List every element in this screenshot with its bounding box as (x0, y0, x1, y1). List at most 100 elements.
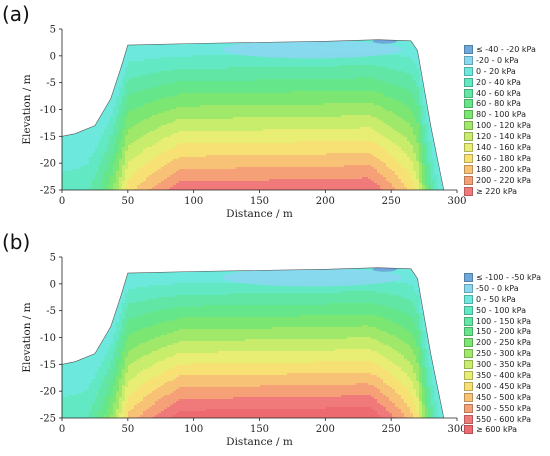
contour-cell (251, 103, 255, 106)
contour-cell (152, 109, 156, 112)
contour-cell (215, 125, 219, 128)
contour-cell (350, 119, 354, 122)
contour-cell (179, 99, 183, 102)
contour-cell (374, 87, 378, 90)
contour-cell (350, 149, 354, 152)
contour-cell (326, 149, 330, 152)
contour-cell (245, 113, 249, 116)
contour-cell (311, 71, 315, 74)
contour-cell (392, 59, 396, 62)
contour-cell (344, 67, 348, 70)
contour-cell (134, 75, 138, 78)
contour-cell (215, 69, 219, 72)
contour-cell (398, 123, 402, 126)
contour-cell (314, 115, 318, 118)
contour-cell (182, 105, 186, 108)
contour-cell (197, 59, 201, 62)
contour-cell (185, 85, 189, 88)
contour-cell (323, 91, 327, 94)
contour-cell (191, 151, 195, 154)
contour-cell (335, 89, 339, 92)
contour-cell (284, 97, 288, 100)
contour-cell (149, 111, 153, 114)
contour-cell (176, 97, 180, 100)
contour-cell (323, 67, 327, 70)
contour-cell (164, 91, 168, 94)
contour-cell (206, 91, 210, 94)
contour-cell (224, 61, 228, 64)
contour-cell (314, 151, 318, 154)
contour-cell (134, 129, 138, 132)
contour-cell (122, 93, 126, 96)
contour-cell (350, 59, 354, 62)
contour-cell (233, 137, 237, 140)
contour-cell (299, 109, 303, 112)
contour-cell (95, 147, 99, 150)
contour-cell (125, 151, 129, 154)
contour-cell (392, 93, 396, 96)
contour-cell (137, 75, 141, 78)
contour-cell (263, 73, 267, 76)
contour-cell (272, 109, 276, 112)
contour-cell (293, 79, 297, 82)
contour-cell (248, 91, 252, 94)
contour-cell (284, 115, 288, 118)
contour-cell (134, 95, 138, 98)
contour-cell (386, 143, 390, 146)
contour-cell (212, 127, 216, 130)
contour-cell (386, 65, 390, 68)
contour-cell (140, 89, 144, 92)
contour-cell (314, 113, 318, 116)
contour-cell (293, 67, 297, 70)
contour-cell (296, 151, 300, 154)
contour-cell (227, 101, 231, 104)
contour-cell (299, 125, 303, 128)
contour-cell (311, 133, 315, 136)
contour-cell (404, 113, 408, 116)
contour-cell (272, 69, 276, 72)
contour-cell (284, 95, 288, 98)
contour-cell (113, 117, 117, 120)
contour-cell (203, 113, 207, 116)
contour-cell (164, 107, 168, 110)
contour-cell (380, 87, 384, 90)
contour-cell (125, 73, 129, 76)
contour-cell (146, 67, 150, 70)
contour-cell (194, 99, 198, 102)
contour-cell (350, 103, 354, 106)
contour-cell (368, 79, 372, 82)
contour-cell (422, 137, 426, 140)
contour-cell (173, 59, 177, 62)
contour-cell (218, 79, 222, 82)
contour-cell (188, 63, 192, 66)
contour-cell (347, 119, 351, 122)
contour-cell (236, 121, 240, 124)
contour-cell (299, 139, 303, 142)
contour-cell (215, 135, 219, 138)
contour-cell (227, 81, 231, 84)
contour-cell (161, 59, 165, 62)
contour-cell (98, 151, 102, 154)
contour-cell (272, 91, 276, 94)
contour-cell (317, 149, 321, 152)
contour-cell (149, 81, 153, 84)
contour-cell (254, 97, 258, 100)
contour-cell (344, 117, 348, 120)
contour-cell (242, 139, 246, 142)
contour-cell (425, 147, 429, 150)
contour-cell (332, 145, 336, 148)
contour-cell (359, 139, 363, 142)
contour-cell (272, 149, 276, 152)
contour-cell (320, 85, 324, 88)
contour-cell (278, 105, 282, 108)
contour-cell (155, 93, 159, 96)
contour-cell (149, 73, 153, 76)
contour-cell (380, 67, 384, 70)
contour-cell (206, 63, 210, 66)
contour-cell (101, 141, 105, 144)
contour-cell (251, 55, 255, 58)
contour-cell (356, 101, 360, 104)
contour-cell (281, 97, 285, 100)
contour-cell (425, 127, 429, 130)
contour-cell (233, 113, 237, 116)
